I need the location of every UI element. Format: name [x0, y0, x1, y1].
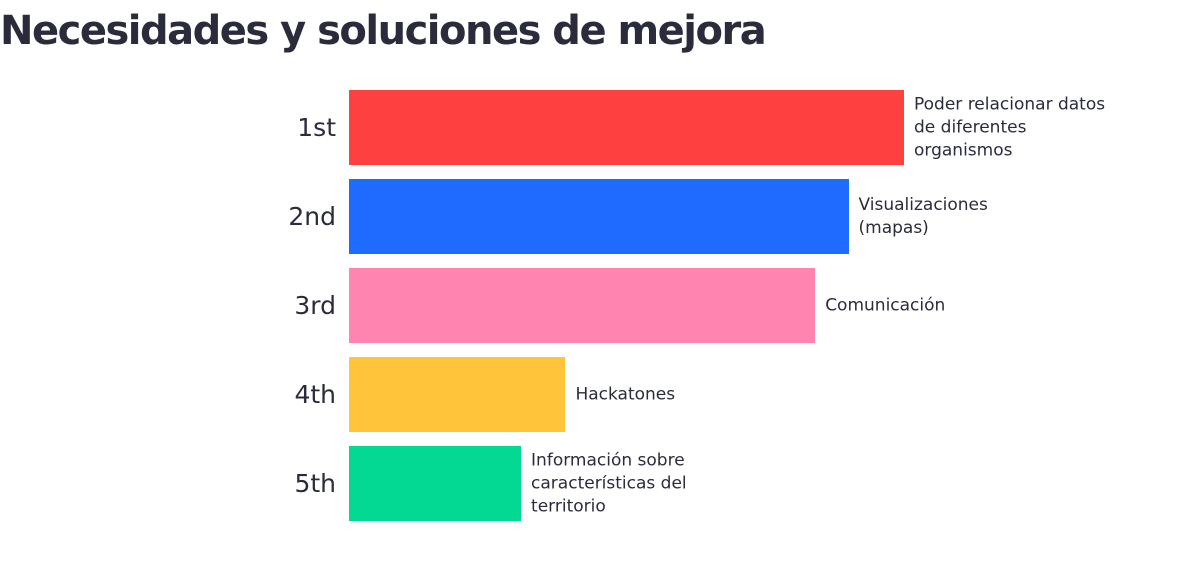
rank-label: 2nd [288, 202, 336, 231]
rank-label: 4th [294, 380, 336, 409]
rank-label: 5th [294, 469, 336, 498]
rank-label: 3rd [294, 291, 336, 320]
category-label: Información sobre características del te… [531, 450, 687, 516]
category-label: Comunicación [825, 295, 946, 315]
bar [349, 446, 522, 521]
category-label: Hackatones [575, 384, 676, 404]
bar [349, 357, 566, 432]
bar [349, 179, 849, 254]
category-label: Poder relacionar datos de diferentes org… [914, 94, 1106, 160]
bar [349, 268, 816, 343]
rank-label: 1st [297, 113, 336, 142]
bar [349, 90, 904, 165]
category-label: Visualizaciones (mapas) [858, 194, 988, 238]
chart-title: Necesidades y soluciones de mejora [0, 8, 767, 54]
